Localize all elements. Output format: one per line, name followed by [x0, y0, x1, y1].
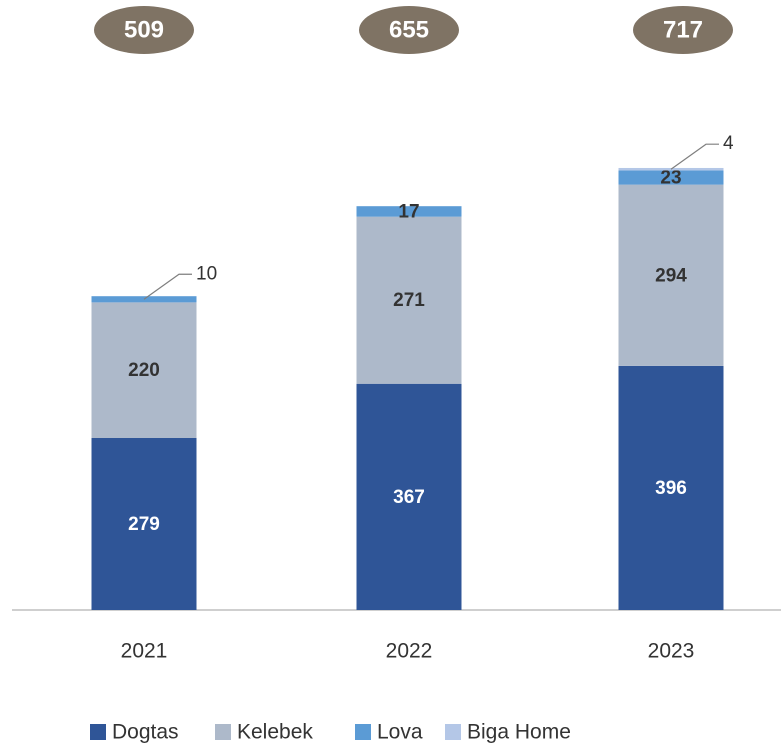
data-label: 271 — [393, 290, 425, 311]
bar-segment — [356, 216, 462, 384]
data-label: 220 — [128, 360, 160, 381]
legend-swatch — [90, 724, 106, 740]
legend-label: Dogtas — [112, 721, 179, 744]
leader-line — [143, 273, 192, 300]
x-tick-label: 2021 — [121, 640, 168, 663]
legend-label: Lova — [377, 721, 423, 744]
data-label: 396 — [655, 478, 687, 499]
data-label: 17 — [398, 201, 419, 222]
data-label: 294 — [655, 265, 687, 286]
total-label: 655 — [389, 16, 429, 43]
total-label: 717 — [663, 16, 703, 43]
data-label: 4 — [723, 133, 734, 154]
bar-segment — [91, 437, 197, 610]
total-label: 509 — [124, 16, 164, 43]
total-badge — [633, 6, 733, 54]
bar-segment — [618, 184, 724, 366]
legend-label: Kelebek — [237, 721, 313, 744]
total-badge — [359, 6, 459, 54]
data-label: 279 — [128, 514, 160, 535]
x-tick-label: 2022 — [386, 640, 433, 663]
leader-line — [670, 143, 719, 170]
total-badge — [94, 6, 194, 54]
bar-segment — [91, 302, 197, 438]
data-label: 10 — [196, 263, 217, 284]
data-label: 23 — [660, 168, 681, 189]
bar-segment — [618, 365, 724, 610]
bar-segment — [618, 170, 724, 185]
data-label: 367 — [393, 487, 425, 508]
legend-swatch — [355, 724, 371, 740]
legend-swatch — [215, 724, 231, 740]
legend-label: Biga Home — [467, 721, 571, 744]
bar-segment — [356, 383, 462, 610]
bar-segment — [356, 206, 462, 217]
legend-swatch — [445, 724, 461, 740]
x-tick-label: 2023 — [648, 640, 695, 663]
